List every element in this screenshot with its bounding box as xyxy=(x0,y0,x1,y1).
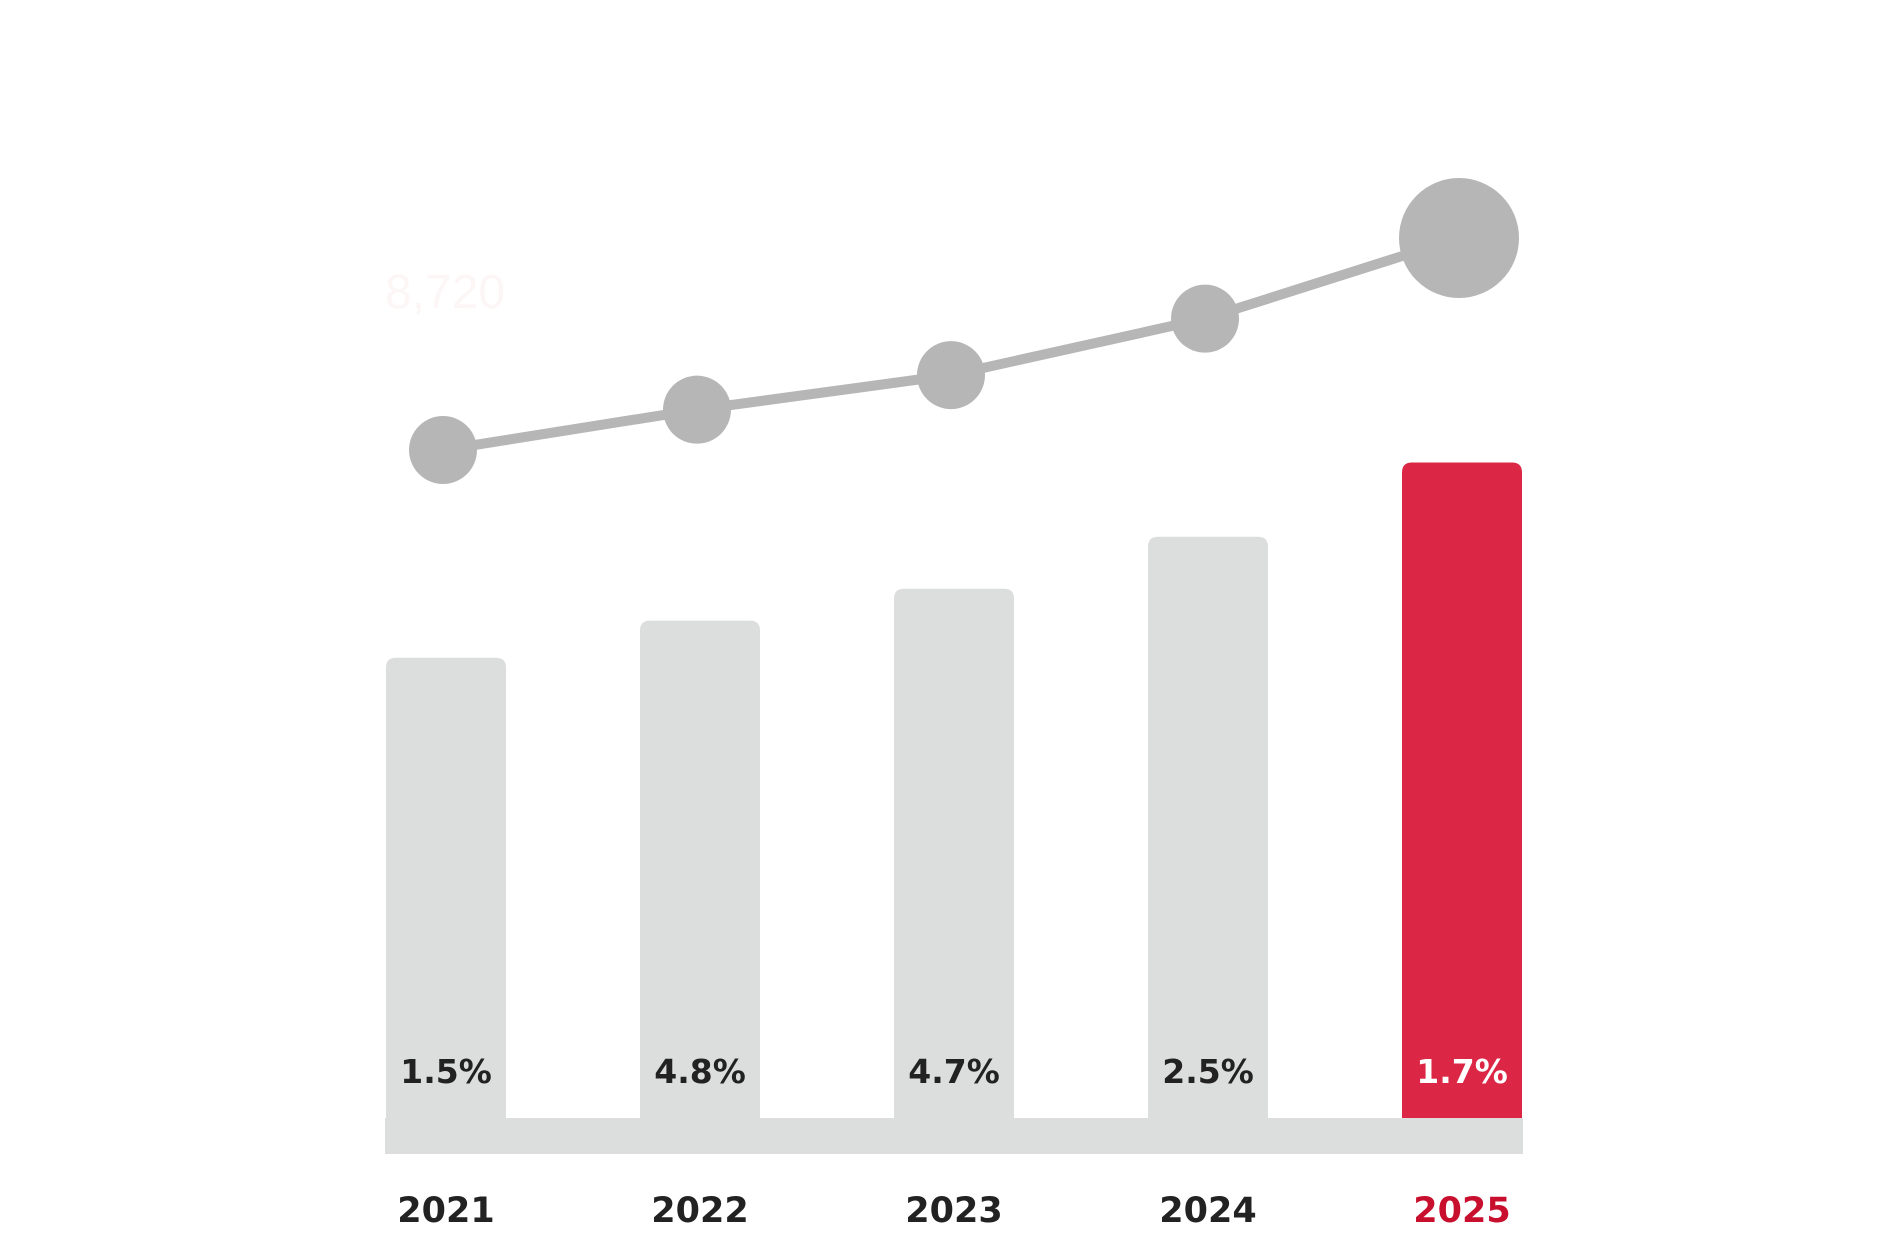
x-tick-label-2022: 2022 xyxy=(651,1191,748,1231)
data-label-2024: 2.5% xyxy=(1162,1052,1254,1091)
bar-2023 xyxy=(894,588,1014,1118)
line-point-2025 xyxy=(1399,178,1519,298)
x-tick-label-2024: 2024 xyxy=(1159,1191,1256,1231)
line-point-2024 xyxy=(1171,284,1239,353)
bars-group xyxy=(386,462,1522,1119)
line-point-2022 xyxy=(663,375,731,444)
data-label-2023: 4.7% xyxy=(908,1052,1000,1091)
line-point-2021 xyxy=(409,416,477,484)
faint-value-label: 8,720 xyxy=(385,266,505,319)
bar-2024 xyxy=(1148,536,1268,1118)
x-tick-label-2023: 2023 xyxy=(905,1191,1002,1231)
baseline-band xyxy=(385,1118,1523,1154)
bar-2022 xyxy=(640,620,760,1118)
x-axis-labels-group: 2021 2022 2023 2024 2025 xyxy=(397,1191,1510,1231)
data-labels-group: 1.5% 4.8% 4.7% 2.5% 1.7% xyxy=(400,1052,1508,1091)
data-label-2022: 4.8% xyxy=(654,1052,746,1091)
data-label-2025: 1.7% xyxy=(1416,1052,1508,1091)
bar-2025 xyxy=(1402,462,1522,1119)
data-label-2021: 1.5% xyxy=(400,1052,492,1091)
x-tick-label-2021: 2021 xyxy=(397,1191,494,1231)
line-series-group xyxy=(409,178,1519,484)
bar-2021 xyxy=(386,657,506,1118)
line-point-2023 xyxy=(917,341,985,410)
x-tick-label-2025: 2025 xyxy=(1413,1191,1510,1231)
